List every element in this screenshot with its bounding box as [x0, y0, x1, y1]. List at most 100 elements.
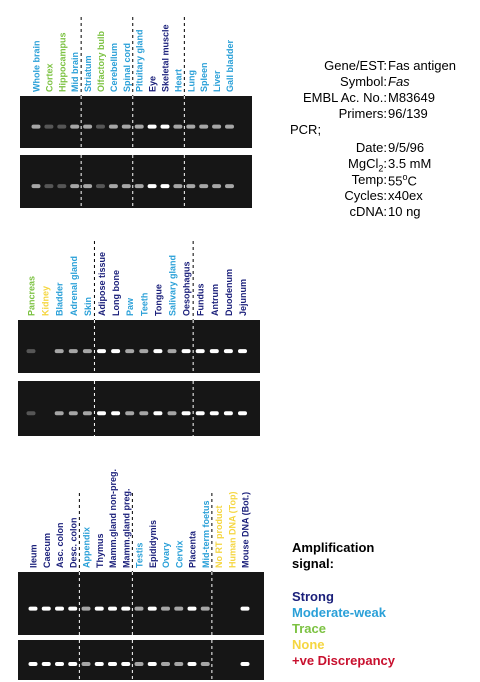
info-value: Fas antigen: [388, 58, 456, 73]
lane-label: No RT product: [214, 506, 224, 569]
info-row: Temp:: [290, 172, 387, 188]
lane-label: Ileum: [29, 544, 39, 568]
band: [83, 124, 93, 129]
band: [81, 662, 91, 666]
lane-label: Human DNA (Top): [227, 492, 237, 569]
info-key: Date:: [355, 140, 387, 155]
band: [186, 184, 196, 189]
lane-label: Striatum: [83, 55, 93, 92]
gel: [18, 572, 264, 635]
info-row: EMBL Ac. No.:: [290, 90, 387, 106]
info-value: 9/5/96: [388, 140, 425, 155]
band: [111, 349, 121, 354]
band: [31, 184, 41, 189]
lane-label: Pancreas: [27, 276, 37, 316]
band: [41, 662, 51, 666]
band: [167, 349, 177, 354]
band: [167, 411, 177, 416]
band: [57, 184, 67, 189]
lane-label: Testis: [135, 543, 145, 568]
lane-label: Adrenal gland: [69, 256, 79, 316]
info-key: Primers:: [338, 106, 387, 121]
info-value-text: 55: [388, 173, 403, 189]
info-value: x40ex: [388, 188, 423, 203]
lane-label: Mamm.gland non-preg.: [108, 469, 118, 568]
lane-label: Cortex: [44, 63, 54, 92]
lane-label: Appendix: [82, 527, 92, 568]
band: [121, 606, 131, 611]
info-colon: :: [383, 156, 387, 171]
band: [187, 662, 197, 666]
info-value: 10 ng: [388, 204, 421, 219]
band: [212, 124, 222, 129]
lane-label: Thymus: [95, 533, 105, 568]
band: [173, 184, 183, 189]
legend-entry: None: [292, 637, 325, 652]
lane-label: Cerebellum: [109, 43, 119, 92]
band: [225, 124, 234, 129]
gel: [20, 96, 252, 148]
band: [108, 124, 118, 129]
band: [97, 411, 106, 416]
band: [94, 662, 104, 666]
band: [96, 124, 105, 129]
info-value: Fas: [388, 74, 410, 89]
info-key: Gene/EST:: [324, 58, 387, 73]
band: [108, 184, 118, 189]
lane-label: Pituitary gland: [135, 29, 145, 92]
band: [96, 184, 105, 189]
legend-title: Amplification: [292, 540, 375, 555]
band: [68, 411, 78, 416]
band: [68, 349, 78, 354]
lane-label: Ovary: [161, 542, 171, 568]
band: [94, 606, 104, 611]
lane-label: Mid-term foetus: [201, 501, 211, 569]
lane-label: Olfactory bulb: [96, 30, 106, 92]
info-key-text: MgCl: [348, 156, 379, 171]
lane-label: Mamm.gland preg.: [121, 488, 131, 568]
lane-label: Asc. colon: [55, 522, 65, 568]
band: [147, 662, 157, 666]
band: [82, 349, 92, 354]
band: [125, 349, 135, 354]
legend-entry: +ve Discrepancy: [292, 653, 395, 668]
band: [199, 124, 209, 129]
band: [225, 184, 234, 189]
band: [134, 606, 144, 611]
lane-label: Tongue: [153, 284, 163, 316]
info-row: Gene/EST:: [290, 58, 387, 74]
lane-label: Antrum: [210, 284, 220, 316]
info-row: Cycles:: [290, 188, 387, 204]
lane-label: Desc. colon: [68, 517, 78, 568]
info-key-sub: 2: [378, 163, 384, 174]
band: [161, 662, 170, 666]
band: [223, 411, 233, 416]
info-key: Temp:: [351, 172, 387, 187]
band: [147, 606, 157, 611]
lane-label: Lung: [186, 70, 196, 92]
lane-label: Placenta: [188, 530, 198, 568]
band: [28, 606, 38, 611]
info-heading: PCR;: [290, 122, 322, 137]
band: [44, 184, 54, 189]
gel: [18, 320, 260, 373]
lane-label: Skeletal muscle: [161, 24, 171, 92]
band: [209, 349, 219, 354]
lane-label: Liver: [212, 70, 222, 92]
band: [111, 411, 121, 416]
band: [160, 184, 170, 189]
gel: [18, 381, 260, 436]
band: [68, 606, 78, 611]
band: [187, 606, 197, 611]
band: [160, 124, 170, 129]
band: [240, 662, 250, 666]
band: [195, 411, 205, 416]
lane-label: Teeth: [139, 293, 149, 316]
band: [139, 411, 149, 416]
band: [55, 662, 64, 666]
lane-label: Caecum: [42, 533, 52, 568]
band: [173, 124, 183, 129]
band: [147, 184, 157, 189]
